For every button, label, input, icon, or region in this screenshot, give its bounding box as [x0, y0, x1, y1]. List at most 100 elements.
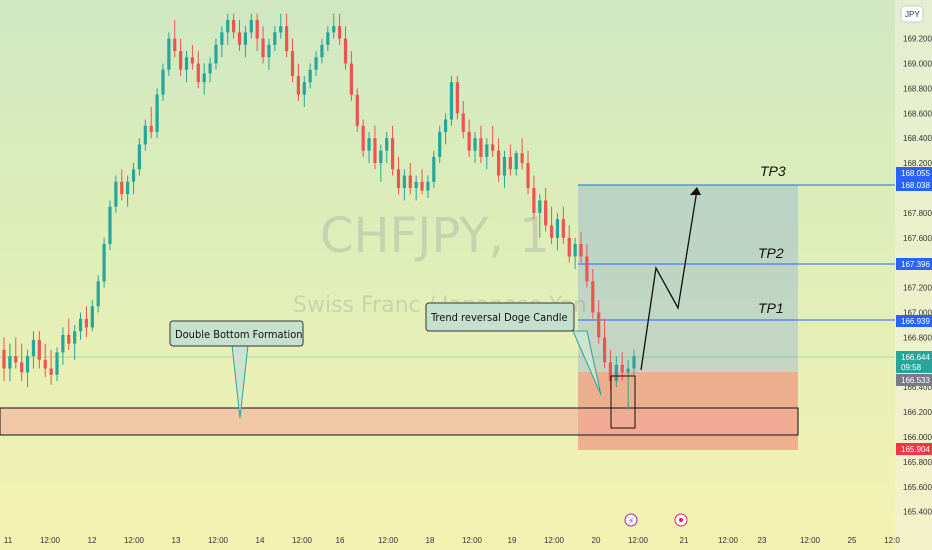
candle-body: [20, 362, 24, 373]
candle: [561, 206, 565, 245]
candle-body: [608, 362, 613, 381]
tp1-label: TP1: [758, 300, 784, 316]
candle: [367, 131, 371, 164]
candle: [432, 150, 436, 188]
price-label: 166.644: [896, 351, 932, 363]
candle: [591, 268, 595, 319]
candle-body: [261, 38, 265, 58]
lightning-glyph: ⚡: [628, 517, 634, 527]
candle: [361, 119, 365, 157]
y-tick: 167.000: [903, 309, 932, 318]
y-tick: 165.600: [903, 483, 932, 492]
currency-button[interactable]: JPY: [900, 5, 924, 23]
y-tick: 168.200: [903, 159, 932, 168]
candle: [532, 175, 536, 220]
candle: [108, 200, 112, 251]
candle-body: [2, 349, 6, 369]
candle: [443, 113, 448, 145]
x-axis[interactable]: 11 12:00 12 12:00 13 12:00 14 12:00 16 12:00 18 12:…: [4, 536, 900, 545]
candle-body: [179, 51, 183, 70]
candle: [379, 144, 383, 182]
candle: [243, 26, 248, 58]
price-label-text: 167.396: [901, 260, 930, 269]
candle-body: [120, 181, 124, 195]
candle-body: [597, 312, 601, 338]
candle-body: [37, 339, 41, 360]
y-tick: 169.200: [903, 35, 932, 44]
candle: [155, 88, 159, 139]
candle-body: [96, 281, 100, 307]
candle: [308, 63, 312, 89]
candle-body: [243, 32, 248, 45]
event-markers: ⚡: [624, 513, 688, 527]
x-tick: 12: [88, 536, 97, 545]
candle: [102, 237, 106, 288]
candle-body: [602, 337, 607, 363]
price-label: 168.038: [896, 179, 932, 191]
candle-body: [214, 44, 218, 64]
double-bottom-label: Double Bottom Formation: [175, 328, 303, 341]
candle-body: [544, 200, 548, 226]
candle: [632, 349, 636, 375]
candle: [137, 138, 142, 176]
candle: [20, 343, 24, 381]
candle-body: [338, 26, 342, 39]
candle-body: [143, 125, 147, 145]
candle-body: [379, 150, 383, 164]
double-bottom-callout: Double Bottom Formation: [169, 320, 304, 419]
candle-body: [555, 219, 560, 238]
candle-body: [467, 131, 471, 151]
candle: [49, 349, 53, 385]
candle-body: [190, 57, 195, 64]
y-tick: 167.800: [903, 209, 932, 218]
candle: [84, 306, 89, 338]
lightning-icon[interactable]: [624, 513, 638, 527]
candle: [608, 349, 613, 390]
candle: [279, 13, 283, 39]
candle: [549, 206, 554, 245]
candle-body: [408, 175, 412, 188]
candle: [349, 51, 353, 101]
candle-body: [491, 144, 495, 151]
candle-body: [308, 69, 312, 83]
candle-body: [173, 38, 177, 52]
candle: [402, 169, 406, 201]
x-tick: 12:00: [544, 536, 565, 545]
candle: [555, 212, 560, 251]
y-tick: 166.000: [903, 433, 932, 442]
candle: [149, 107, 153, 139]
candle: [496, 138, 501, 182]
y-axis[interactable]: 169.200 169.000 168.800 168.600 168.400 168.2…: [895, 0, 932, 550]
candle-body: [326, 32, 330, 45]
price-label: 166.533: [896, 374, 932, 386]
price-label-text: 166.939: [901, 317, 930, 326]
x-tick: 23: [758, 536, 767, 545]
candle: [120, 169, 124, 201]
candle: [78, 312, 83, 340]
y-axis-bg: [895, 0, 932, 550]
candle-body: [55, 352, 59, 375]
candle: [567, 225, 571, 263]
candle-body: [526, 163, 530, 188]
candle: [602, 318, 607, 369]
candle: [502, 150, 507, 188]
x-tick: 12:00: [292, 536, 313, 545]
candle-body: [249, 19, 253, 33]
x-tick: 12:00: [718, 536, 739, 545]
price-label-bg: [896, 258, 932, 270]
candle-body: [61, 334, 65, 353]
price-label-bg: [896, 351, 932, 363]
price-label-text: 165.904: [901, 445, 930, 454]
candle: [249, 13, 253, 39]
price-label-text: 168.055: [901, 169, 930, 178]
candle: [214, 38, 218, 70]
candle-body: [514, 153, 518, 170]
candle-body: [502, 156, 507, 176]
candle: [190, 44, 195, 70]
candle-body: [78, 318, 83, 332]
x-tick: 14: [256, 536, 265, 545]
candle-body: [49, 368, 53, 375]
candle-body: [538, 200, 542, 213]
candle-body: [402, 175, 406, 188]
